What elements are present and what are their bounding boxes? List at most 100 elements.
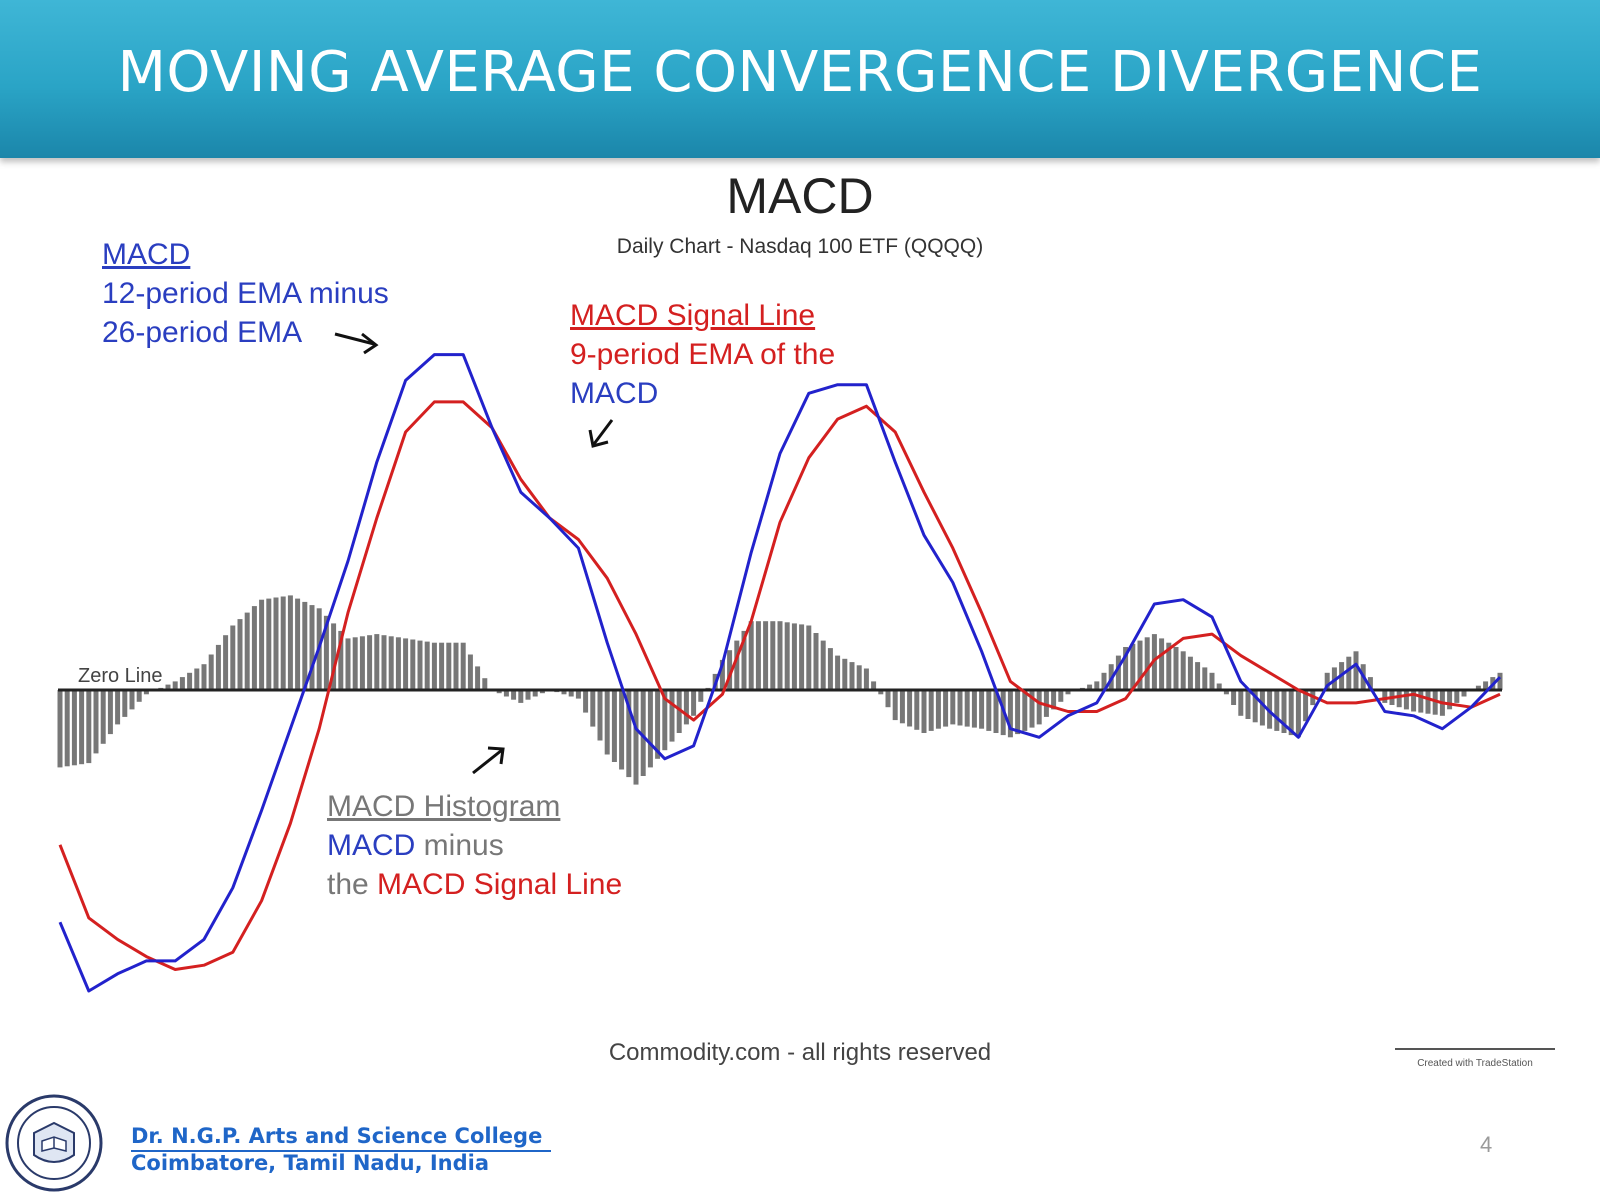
- histogram-bar: [1483, 681, 1489, 690]
- histogram-bar: [1101, 672, 1107, 690]
- histogram-bar: [179, 677, 185, 690]
- histogram-bar: [849, 662, 855, 690]
- histogram-bar: [453, 642, 459, 690]
- histogram-bar: [172, 681, 178, 690]
- histogram-bar: [532, 690, 538, 697]
- histogram-bar: [1094, 681, 1100, 690]
- histogram-bar: [885, 690, 891, 708]
- histogram-bar: [950, 690, 956, 725]
- histogram-bar: [295, 598, 301, 690]
- histogram-bar: [251, 606, 257, 690]
- histogram-bar: [590, 690, 596, 727]
- histogram-bar: [395, 637, 401, 690]
- histogram-bar: [1087, 684, 1093, 690]
- histogram-bar: [359, 636, 365, 691]
- histogram-bar: [475, 666, 481, 691]
- histogram-bar: [856, 665, 862, 690]
- macd-annotation-heading: MACD: [102, 238, 190, 271]
- macd-annotation-line2: 26-period EMA: [102, 316, 302, 349]
- histogram-bar: [943, 690, 949, 727]
- histogram-bar: [791, 623, 797, 691]
- histogram-bar: [129, 690, 135, 710]
- histogram-bar: [1245, 690, 1251, 719]
- histogram-bar: [633, 690, 639, 785]
- histogram-bar: [813, 633, 819, 690]
- histogram-bar: [1058, 690, 1064, 702]
- histogram-bar: [511, 690, 517, 700]
- histogram-bar: [1115, 655, 1121, 690]
- histogram-bar: [1015, 690, 1021, 735]
- histogram-bar: [57, 690, 63, 768]
- histogram-bar: [640, 690, 646, 776]
- histogram-bar: [719, 659, 725, 690]
- histogram-bar: [403, 638, 409, 690]
- histogram-bar: [1497, 672, 1503, 690]
- histogram-bar: [237, 619, 243, 691]
- histogram-bar: [115, 690, 121, 725]
- histogram-bar: [331, 623, 337, 690]
- slide-header: MOVING AVERAGE CONVERGENCE DIVERGENCE: [0, 0, 1600, 158]
- histogram-bar: [1475, 685, 1481, 690]
- histogram-bar: [280, 596, 286, 690]
- histogram-annotation-heading: MACD Histogram: [327, 790, 560, 823]
- histogram-bar: [741, 630, 747, 690]
- histogram-bar: [374, 634, 380, 690]
- histogram-bar: [367, 635, 373, 690]
- histogram-bar: [187, 672, 193, 690]
- signal-line: [58, 400, 1501, 971]
- histogram-bar: [1137, 640, 1143, 690]
- histogram-bar: [1130, 643, 1136, 690]
- histogram-bar: [460, 642, 466, 690]
- histogram-bar: [799, 624, 805, 690]
- macd-chart: MACD Daily Chart - Nasdaq 100 ETF (QQQQ)…: [57, 168, 1555, 1069]
- histogram-bar: [165, 684, 171, 690]
- histogram-bar: [309, 605, 315, 690]
- histogram-bar: [136, 690, 142, 702]
- histogram-bar: [957, 690, 963, 726]
- histogram-bar: [352, 637, 358, 690]
- histogram-bar: [1051, 690, 1057, 710]
- histogram-bar: [748, 621, 754, 690]
- histogram-bar: [727, 650, 733, 690]
- histogram-bar: [1144, 637, 1150, 690]
- histogram-bar: [345, 638, 351, 690]
- histogram-bar: [971, 690, 977, 728]
- histogram-bar: [1187, 656, 1193, 690]
- histogram-bar: [381, 635, 387, 690]
- histogram-bar: [143, 690, 149, 695]
- histogram-bar: [935, 690, 941, 729]
- histogram-bar: [691, 690, 697, 716]
- histogram-bar: [871, 681, 877, 690]
- histogram-bar: [1252, 690, 1258, 723]
- histogram-bar: [611, 690, 617, 762]
- histogram-annotation-line3: the MACD Signal Line: [327, 868, 622, 901]
- histogram-bar: [755, 621, 761, 690]
- histogram-bar: [79, 690, 85, 765]
- histogram-bar: [1353, 651, 1359, 690]
- histogram-bar: [583, 690, 589, 713]
- histogram-bar: [1281, 690, 1287, 733]
- histogram-bar: [1166, 642, 1172, 690]
- histogram-bar: [561, 690, 567, 695]
- histogram-bar: [287, 595, 293, 690]
- chart-credit: Commodity.com - all rights reserved: [609, 1039, 991, 1066]
- histogram-bar: [1029, 690, 1035, 728]
- histogram-bar: [1173, 647, 1179, 690]
- histogram-bar: [1238, 690, 1244, 716]
- histogram-bar: [647, 690, 653, 768]
- histogram-bar: [604, 690, 610, 755]
- small-credit: Created with TradeStation: [1417, 1058, 1533, 1069]
- histogram-bar: [575, 690, 581, 699]
- histogram-bar: [770, 621, 776, 690]
- histogram-bar: [1303, 690, 1309, 722]
- histogram-bar: [928, 690, 934, 731]
- slide-title: MOVING AVERAGE CONVERGENCE DIVERGENCE: [117, 40, 1483, 105]
- histogram-bar: [518, 690, 524, 703]
- histogram-bar: [525, 690, 531, 700]
- histogram-bar: [907, 690, 913, 727]
- histogram-bar: [1346, 656, 1352, 690]
- histogram-bar: [1396, 690, 1402, 708]
- histogram-bar: [842, 658, 848, 690]
- histogram-bar: [683, 690, 689, 725]
- histogram-bar: [323, 615, 329, 690]
